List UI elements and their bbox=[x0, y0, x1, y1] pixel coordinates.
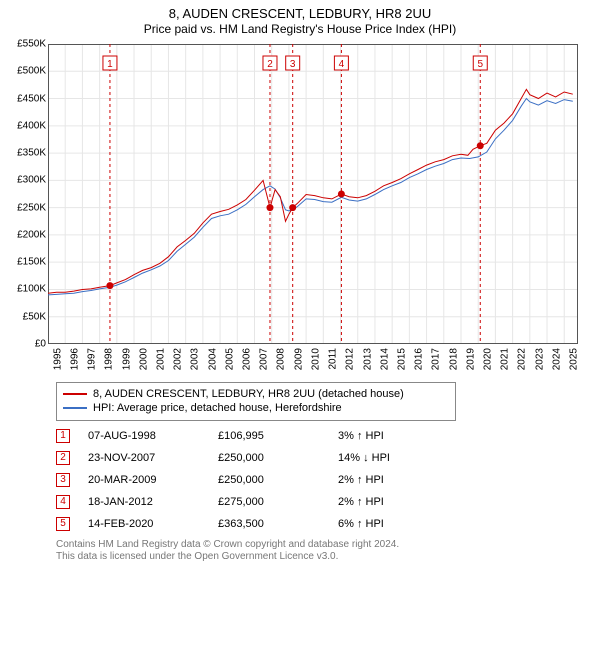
event-date: 18-JAN-2012 bbox=[88, 496, 218, 508]
svg-text:5: 5 bbox=[477, 59, 483, 70]
svg-text:4: 4 bbox=[339, 59, 345, 70]
event-number-box: 1 bbox=[56, 429, 70, 443]
legend-swatch bbox=[63, 393, 87, 395]
event-number-box: 2 bbox=[56, 451, 70, 465]
x-tick-label: 2020 bbox=[482, 348, 493, 370]
x-tick-label: 1997 bbox=[86, 348, 97, 370]
event-price: £250,000 bbox=[218, 474, 338, 486]
event-price: £106,995 bbox=[218, 430, 338, 442]
event-date: 14-FEB-2020 bbox=[88, 518, 218, 530]
event-delta: 14% ↓ HPI bbox=[338, 452, 438, 464]
x-tick-label: 2015 bbox=[396, 348, 407, 370]
x-tick-label: 2003 bbox=[190, 348, 201, 370]
x-tick-label: 2023 bbox=[534, 348, 545, 370]
y-tick-label: £400K bbox=[17, 120, 46, 131]
y-tick-label: £200K bbox=[17, 229, 46, 240]
event-row: 1 07-AUG-1998£106,9953% ↑ HPI bbox=[56, 425, 592, 447]
legend-label: HPI: Average price, detached house, Here… bbox=[93, 401, 342, 415]
y-tick-label: £550K bbox=[17, 38, 46, 49]
y-tick-label: £50K bbox=[23, 311, 46, 322]
x-tick-label: 1995 bbox=[52, 348, 63, 370]
event-number-box: 4 bbox=[56, 495, 70, 509]
x-tick-label: 2005 bbox=[224, 348, 235, 370]
x-tick-label: 1998 bbox=[104, 348, 115, 370]
svg-text:3: 3 bbox=[290, 59, 296, 70]
x-tick-label: 2004 bbox=[207, 348, 218, 370]
y-tick-label: £0 bbox=[35, 338, 46, 349]
event-row: 3 20-MAR-2009£250,0002% ↑ HPI bbox=[56, 469, 592, 491]
y-tick-label: £450K bbox=[17, 93, 46, 104]
y-tick-label: £100K bbox=[17, 284, 46, 295]
x-tick-label: 2016 bbox=[413, 348, 424, 370]
x-tick-label: 2002 bbox=[172, 348, 183, 370]
y-tick-label: £500K bbox=[17, 66, 46, 77]
event-price: £250,000 bbox=[218, 452, 338, 464]
x-tick-label: 2009 bbox=[293, 348, 304, 370]
x-tick-label: 2017 bbox=[431, 348, 442, 370]
footer-line: This data is licensed under the Open Gov… bbox=[56, 551, 592, 564]
footer-line: Contains HM Land Registry data © Crown c… bbox=[56, 539, 592, 552]
event-price: £275,000 bbox=[218, 496, 338, 508]
x-tick-label: 2011 bbox=[327, 348, 338, 370]
x-tick-label: 2022 bbox=[517, 348, 528, 370]
x-tick-label: 2010 bbox=[310, 348, 321, 370]
x-tick-label: 2013 bbox=[362, 348, 373, 370]
x-tick-label: 2018 bbox=[448, 348, 459, 370]
event-delta: 6% ↑ HPI bbox=[338, 518, 438, 530]
legend-swatch bbox=[63, 407, 87, 409]
x-axis: 1995 1996 1997 1998 1999 2000 2001 2002 2003 2004… bbox=[48, 344, 578, 378]
event-date: 07-AUG-1998 bbox=[88, 430, 218, 442]
legend-label: 8, AUDEN CRESCENT, LEDBURY, HR8 2UU (det… bbox=[93, 387, 404, 401]
x-tick-label: 2001 bbox=[155, 348, 166, 370]
x-tick-label: 1999 bbox=[121, 348, 132, 370]
event-date: 23-NOV-2007 bbox=[88, 452, 218, 464]
event-delta: 3% ↑ HPI bbox=[338, 430, 438, 442]
x-tick-label: 2008 bbox=[276, 348, 287, 370]
y-tick-label: £350K bbox=[17, 148, 46, 159]
svg-text:1: 1 bbox=[107, 59, 113, 70]
event-date: 20-MAR-2009 bbox=[88, 474, 218, 486]
chart-subtitle: Price paid vs. HM Land Registry's House … bbox=[8, 22, 592, 36]
x-tick-label: 2007 bbox=[259, 348, 270, 370]
chart-title: 8, AUDEN CRESCENT, LEDBURY, HR8 2UU bbox=[8, 6, 592, 22]
event-row: 5 14-FEB-2020£363,5006% ↑ HPI bbox=[56, 513, 592, 535]
y-tick-label: £250K bbox=[17, 202, 46, 213]
event-row: 4 18-JAN-2012£275,0002% ↑ HPI bbox=[56, 491, 592, 513]
event-number-box: 3 bbox=[56, 473, 70, 487]
x-tick-label: 2019 bbox=[465, 348, 476, 370]
event-delta: 2% ↑ HPI bbox=[338, 496, 438, 508]
x-tick-label: 2024 bbox=[551, 348, 562, 370]
chart-area: £0 £50K £100K £150K £200K £250K £300K £350K £400… bbox=[8, 36, 592, 378]
event-price: £363,500 bbox=[218, 518, 338, 530]
plot-svg: 1 2 3 4 5 bbox=[48, 44, 578, 344]
y-axis: £0£50K£100K£150K£200K£250K£300K£350K£400… bbox=[8, 36, 48, 344]
x-tick-label: 2012 bbox=[345, 348, 356, 370]
legend: 8, AUDEN CRESCENT, LEDBURY, HR8 2UU (det… bbox=[56, 382, 456, 421]
x-tick-label: 1996 bbox=[69, 348, 80, 370]
y-tick-label: £300K bbox=[17, 175, 46, 186]
x-tick-label: 2006 bbox=[241, 348, 252, 370]
legend-item: HPI: Average price, detached house, Here… bbox=[63, 401, 449, 415]
event-table: 1 07-AUG-1998£106,9953% ↑ HPI 2 23-NOV-2007… bbox=[56, 425, 592, 535]
event-delta: 2% ↑ HPI bbox=[338, 474, 438, 486]
svg-text:2: 2 bbox=[267, 59, 273, 70]
y-tick-label: £150K bbox=[17, 257, 46, 268]
x-tick-label: 2000 bbox=[138, 348, 149, 370]
footer: Contains HM Land Registry data © Crown c… bbox=[56, 539, 592, 564]
legend-item: 8, AUDEN CRESCENT, LEDBURY, HR8 2UU (det… bbox=[63, 387, 449, 401]
x-tick-label: 2014 bbox=[379, 348, 390, 370]
event-row: 2 23-NOV-2007£250,00014% ↓ HPI bbox=[56, 447, 592, 469]
x-tick-label: 2021 bbox=[499, 348, 510, 370]
x-tick-label: 2025 bbox=[568, 348, 579, 370]
event-number-box: 5 bbox=[56, 517, 70, 531]
